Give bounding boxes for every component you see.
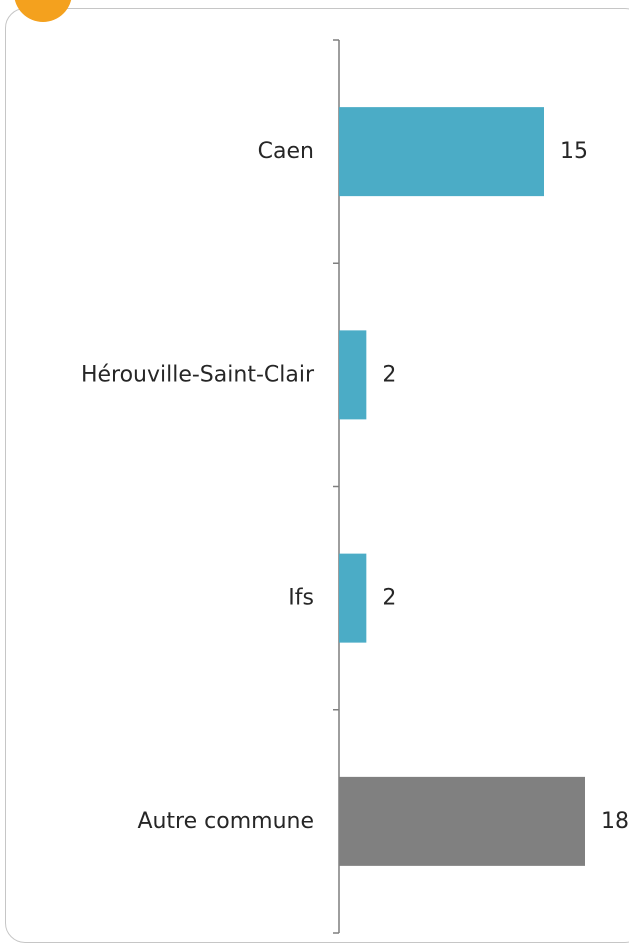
- bars: [339, 107, 585, 866]
- bar-1: [339, 330, 367, 420]
- bar-2: [339, 553, 367, 643]
- orange-corner-badge: [14, 0, 72, 22]
- category-label: Caen: [258, 139, 314, 164]
- category-label: Hérouville-Saint-Clair: [81, 362, 315, 387]
- category-label: Ifs: [288, 586, 314, 611]
- category-axis: [333, 39, 340, 934]
- data-label: 18: [601, 809, 629, 834]
- bar-3: [339, 776, 585, 866]
- data-label: 2: [382, 362, 396, 387]
- bar-0: [339, 107, 544, 197]
- category-label: Autre commune: [137, 809, 314, 834]
- labels: Caen 15 Hérouville-Saint-Clair 2 Ifs 2 Autre c…: [81, 139, 629, 834]
- data-label: 15: [560, 139, 588, 164]
- data-label: 2: [382, 586, 396, 611]
